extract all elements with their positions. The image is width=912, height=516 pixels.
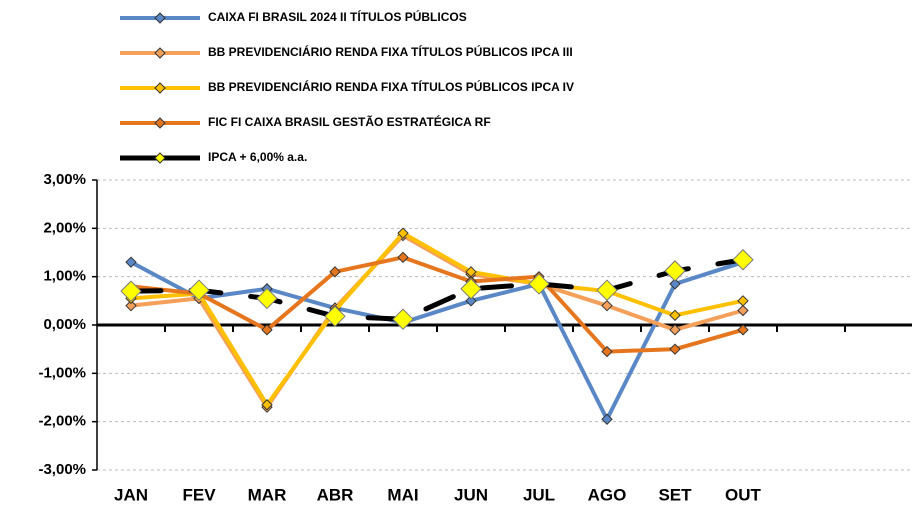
legend-label: IPCA + 6,00% a.a. [208,150,307,164]
marker [324,305,346,328]
x-tick-label: FEV [182,485,216,504]
legend-label: FIC FI CAIXA BRASIL GESTÃO ESTRATÉGICA R… [208,114,491,129]
marker [125,256,137,268]
legend-marker [154,152,166,164]
series-line [129,233,745,410]
marker [188,279,210,301]
marker [261,324,273,336]
marker [256,287,278,310]
x-tick-label: JUN [454,485,488,504]
legend-label: CAIXA FI BRASIL 2024 II TÍTULOS PÚBLICOS [208,9,467,24]
x-tick-label: ABR [317,485,354,504]
legend-label: BB PREVIDENCIÁRIO RENDA FIXA TÍTULOS PÚB… [208,44,573,59]
series-line [129,255,745,354]
marker [737,295,749,307]
x-tick-label: MAI [387,485,418,504]
legend-label: BB PREVIDENCIÁRIO RENDA FIXA TÍTULOS PÚB… [208,79,574,94]
marker [732,249,754,271]
marker [125,299,137,312]
marker [669,309,681,322]
series-line [129,231,745,407]
marker [392,308,414,330]
legend-marker [154,47,166,59]
marker [120,280,142,302]
y-tick-label: 2,00% [43,219,86,236]
legend-marker [154,117,166,129]
x-tick-label: SET [658,485,692,504]
series-line [128,257,746,322]
marker [669,324,681,336]
x-tick-label: MAR [248,485,287,504]
x-tick-label: OUT [725,485,762,504]
y-tick-label: 1,00% [43,268,86,285]
x-tick-label: AGO [588,485,627,504]
legend-marker [154,82,166,94]
y-tick-label: -2,00% [38,413,86,430]
marker [601,345,613,358]
x-tick-label: JUL [523,485,555,504]
marker [397,227,409,239]
marker [737,324,749,336]
marker [460,278,482,300]
marker [669,343,681,355]
marker [329,266,341,278]
y-tick-label: -1,00% [38,364,86,381]
marker [664,260,686,282]
marker [669,278,681,290]
series-line [129,260,745,422]
legend-marker [154,12,166,24]
marker [737,304,749,317]
marker [465,295,477,307]
marker [601,299,613,312]
marker [261,399,273,411]
x-tick-label: JAN [114,485,148,504]
marker [596,279,618,301]
y-tick-label: -3,00% [38,461,86,478]
y-tick-label: 3,00% [43,171,86,188]
y-tick-label: 0,00% [43,316,86,333]
marker [528,273,550,295]
marker [601,413,613,425]
marker [397,251,409,264]
